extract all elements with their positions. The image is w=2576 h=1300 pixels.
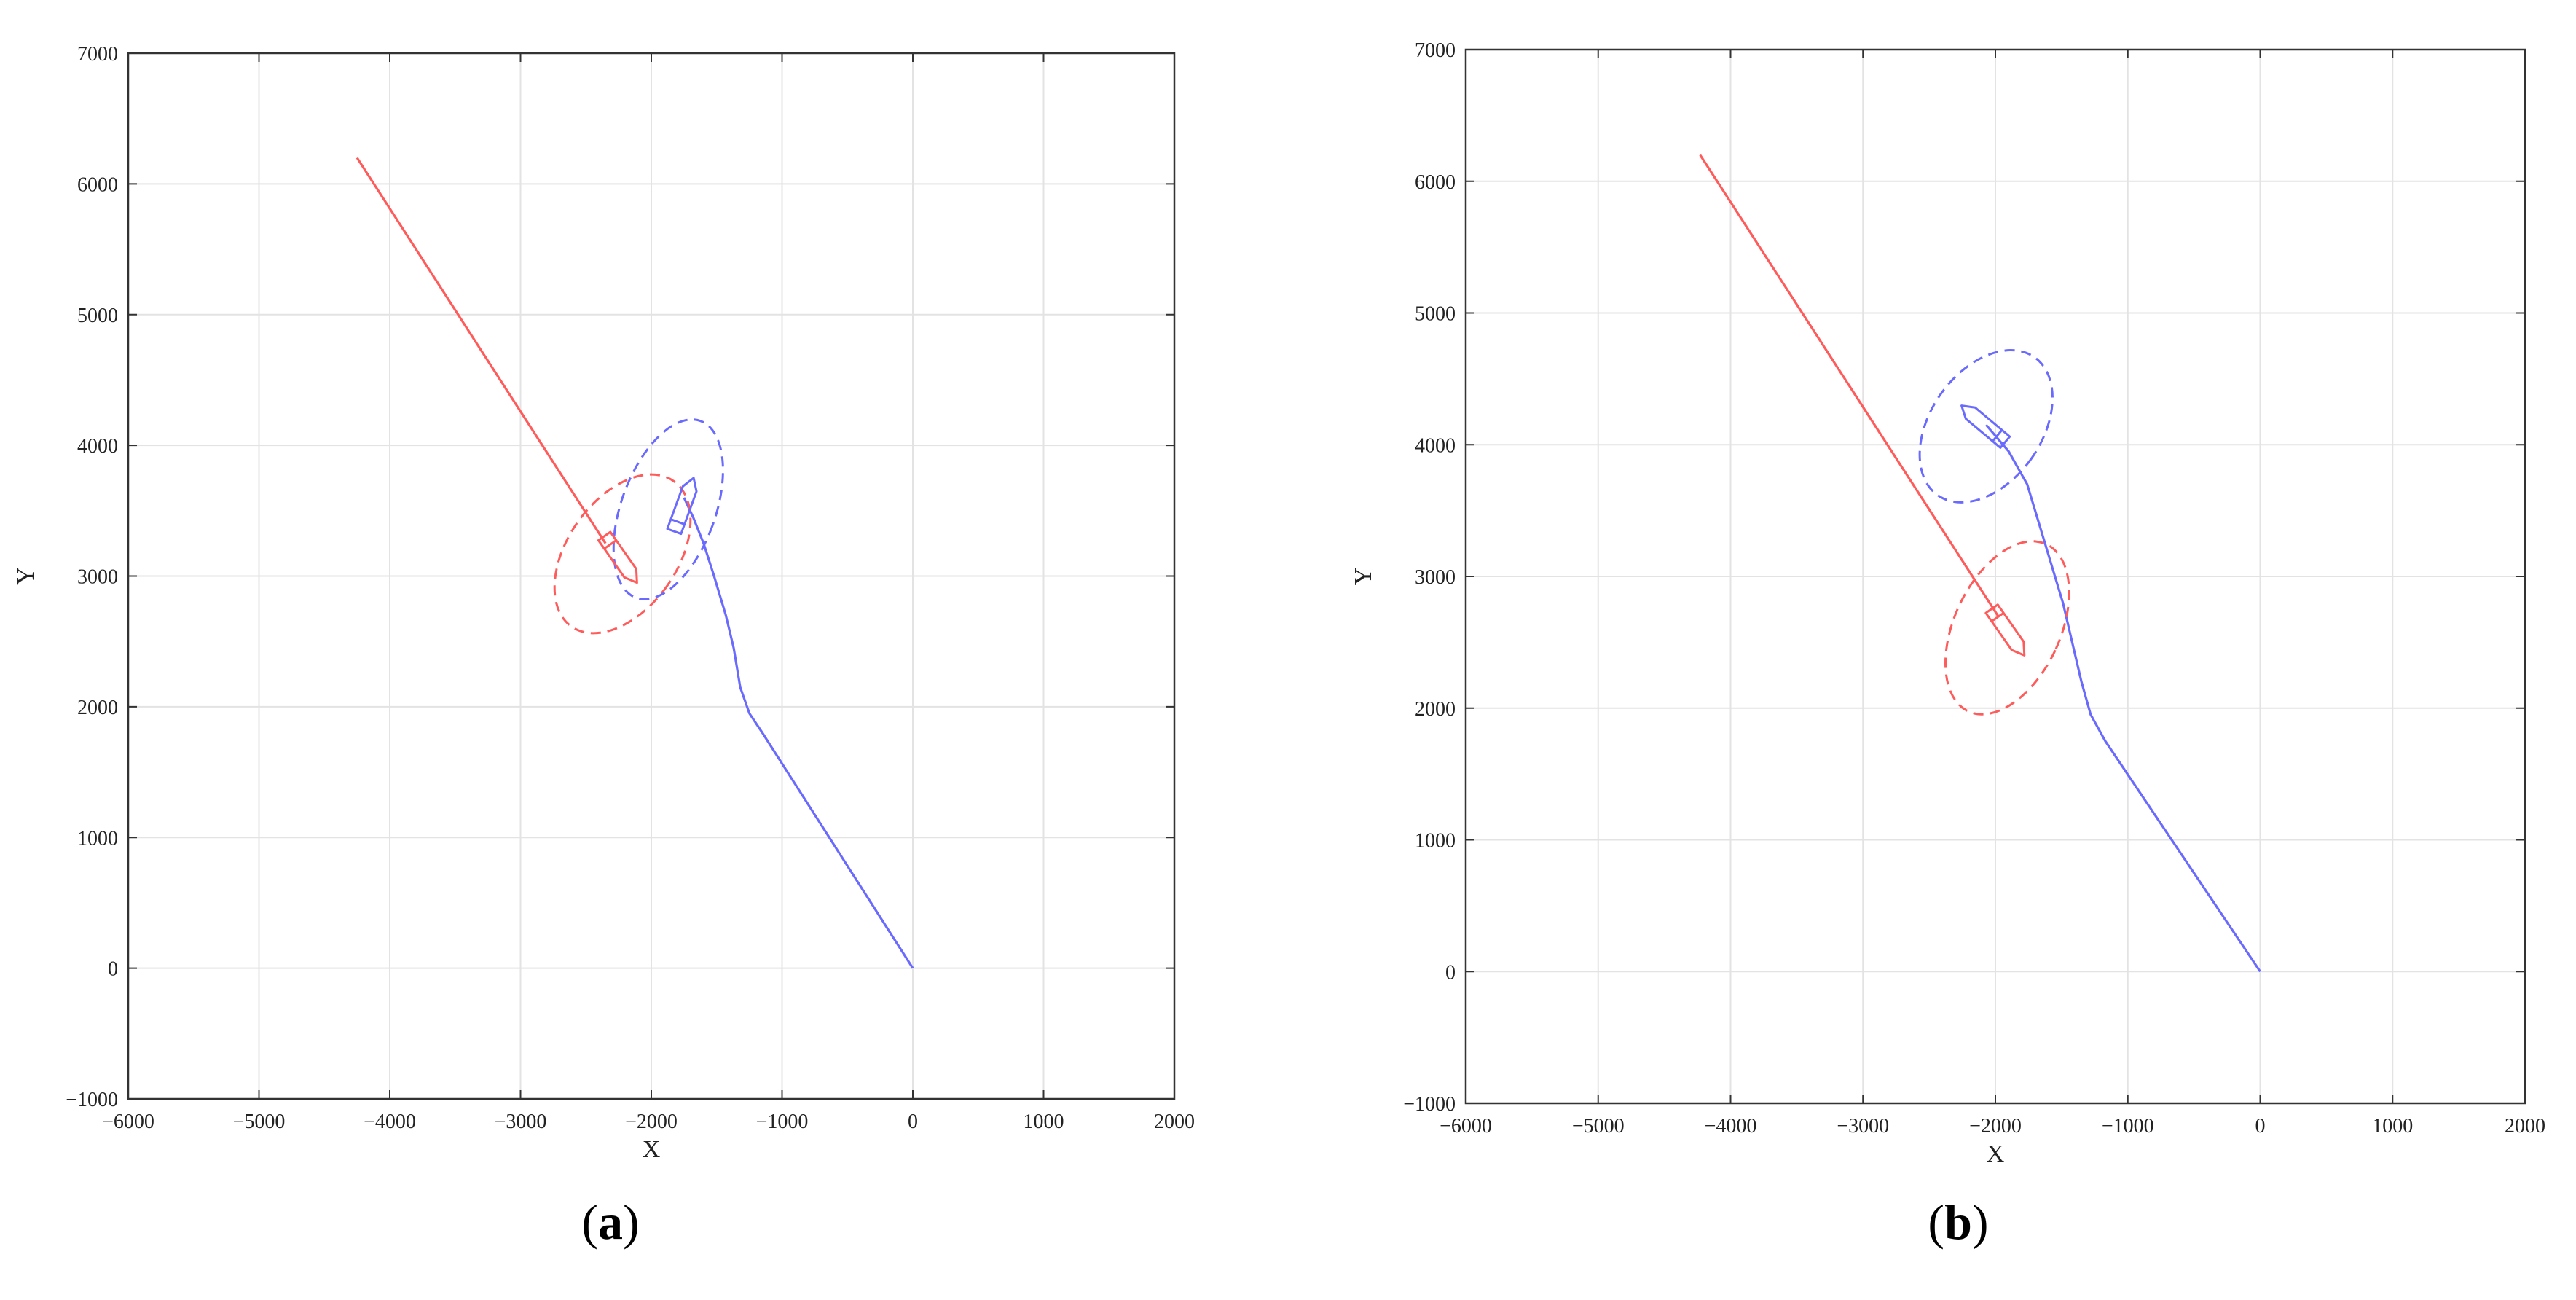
red-ship-icon xyxy=(1984,603,2026,657)
y-tick-label: −1000 xyxy=(66,1089,118,1111)
chart-panel-a: −6000 −5000 −4000 −3000 −2000 −1000 0 1000 2000 −… xyxy=(12,43,1195,1250)
x-tick-label: −2000 xyxy=(625,1111,678,1133)
y-tick-label: 0 xyxy=(1445,961,1456,984)
y-tick-label: 3000 xyxy=(77,566,118,589)
x-tick-label: 2000 xyxy=(2505,1115,2545,1138)
blue-trajectory-line xyxy=(1985,424,2261,973)
red-safety-ellipse xyxy=(1944,540,2070,716)
y-tick-label: 3000 xyxy=(1415,566,1456,589)
x-tick-label: −2000 xyxy=(1969,1115,2022,1138)
x-tick-label: −5000 xyxy=(233,1111,286,1133)
x-tick-label: 0 xyxy=(908,1111,918,1133)
y-axis-label: Y xyxy=(12,567,39,585)
red-trajectory-line xyxy=(1699,154,1999,617)
y-tick-label: 2000 xyxy=(77,697,118,719)
y-tick-label: 1000 xyxy=(1415,830,1456,853)
x-tick-label: 1000 xyxy=(1024,1111,1064,1133)
x-tick-label: −6000 xyxy=(1440,1115,1492,1138)
red-safety-ellipse xyxy=(553,473,692,635)
blue-trajectory-line xyxy=(683,497,914,969)
y-tick-label: 6000 xyxy=(1415,171,1456,194)
blue-ship-icon xyxy=(1960,404,2011,449)
y-tick-label: 4000 xyxy=(77,435,118,458)
blue-ship-icon xyxy=(666,477,698,536)
y-tick-label: 2000 xyxy=(1415,698,1456,721)
y-tick-label: 5000 xyxy=(77,305,118,327)
y-tick-label: 7000 xyxy=(77,43,118,66)
red-trajectory-line xyxy=(356,157,607,544)
y-axis-label: Y xyxy=(1350,568,1377,586)
x-axis-label: X xyxy=(643,1136,661,1163)
blue-safety-ellipse xyxy=(612,418,724,600)
y-tick-label: 1000 xyxy=(77,827,118,850)
x-tick-label: −3000 xyxy=(1837,1115,1889,1138)
x-tick-label: 1000 xyxy=(2372,1115,2413,1138)
x-tick-label: −3000 xyxy=(495,1111,547,1133)
y-tick-label: 4000 xyxy=(1415,434,1456,457)
plot-area xyxy=(356,157,914,969)
x-tick-label: 2000 xyxy=(1154,1111,1195,1133)
panel-caption: (b) xyxy=(1928,1194,1988,1250)
plot-area xyxy=(1699,154,2261,973)
x-tick-label: 0 xyxy=(2255,1115,2266,1138)
red-ship-icon xyxy=(597,530,638,584)
x-tick-label: −5000 xyxy=(1572,1115,1625,1138)
x-tick-label: −6000 xyxy=(102,1111,154,1133)
blue-safety-ellipse xyxy=(1918,349,2054,504)
y-tick-label: 6000 xyxy=(77,173,118,196)
panel-caption: (a) xyxy=(581,1194,639,1250)
x-tick-label: −1000 xyxy=(2102,1115,2154,1138)
y-tick-label: 0 xyxy=(108,958,118,981)
x-tick-label: −4000 xyxy=(1705,1115,1757,1138)
x-tick-label: −4000 xyxy=(364,1111,416,1133)
y-tick-label: 5000 xyxy=(1415,303,1456,326)
x-tick-label: −1000 xyxy=(756,1111,809,1133)
x-axis-label: X xyxy=(1987,1140,2005,1167)
chart-panel-b: −6000 −5000 −4000 −3000 −2000 −1000 0 1000 2000 −… xyxy=(1350,39,2545,1250)
y-tick-label: 7000 xyxy=(1415,39,1456,62)
y-tick-label: −1000 xyxy=(1403,1093,1456,1116)
